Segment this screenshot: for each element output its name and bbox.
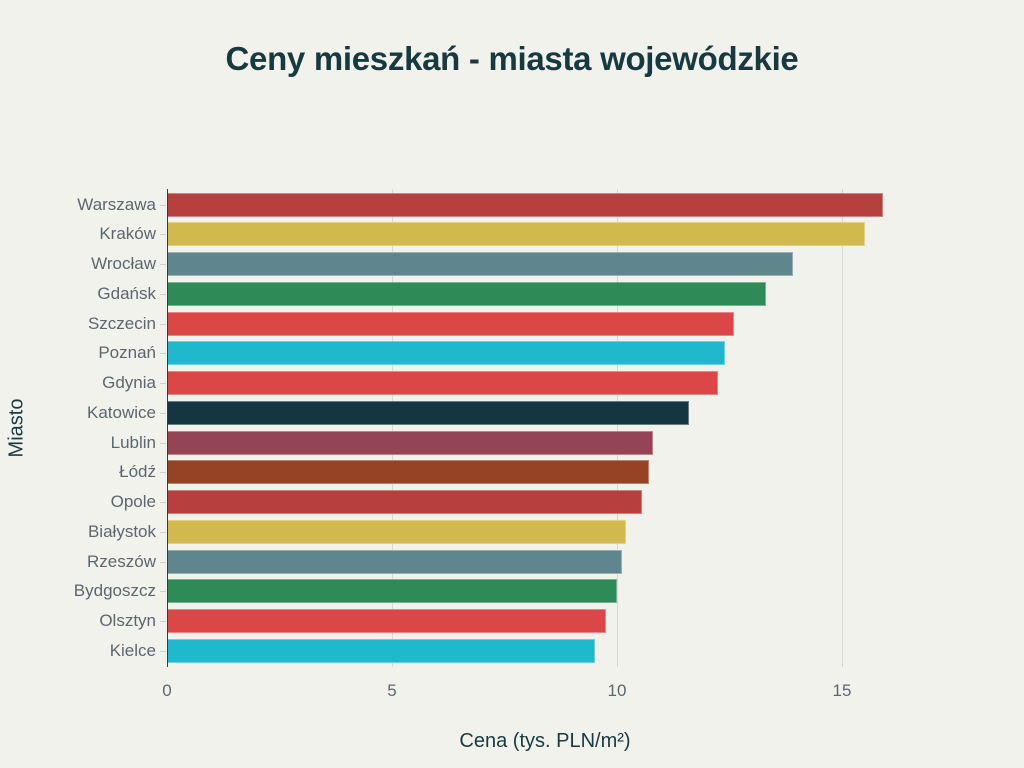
y-tick-mark <box>160 412 166 414</box>
x-tick-label: 5 <box>387 681 397 700</box>
y-tick-label: Białystok <box>87 521 156 541</box>
x-tick-label: 10 <box>607 681 627 700</box>
y-tick-mark <box>160 353 166 355</box>
y-tick-label: Szczecin <box>87 313 156 333</box>
bar-rzeszów[interactable] <box>167 549 622 574</box>
y-tick-label: Rzeszów <box>87 551 156 571</box>
y-tick-label: Opole <box>110 492 156 511</box>
y-tick-mark <box>160 234 166 236</box>
y-tick-mark <box>160 472 166 474</box>
gridline <box>392 189 393 667</box>
y-tick-mark <box>160 293 166 295</box>
y-tick-mark <box>160 264 166 265</box>
y-tick-mark <box>160 383 166 384</box>
y-axis-line <box>167 189 168 667</box>
y-tick-label: Kielce <box>109 640 156 660</box>
y-tick-mark <box>160 502 166 503</box>
bar-białystok[interactable] <box>167 519 626 544</box>
bar-gdańsk[interactable] <box>167 281 766 306</box>
bar-opole[interactable] <box>167 490 642 514</box>
y-tick-mark <box>160 204 166 206</box>
y-tick-mark <box>160 591 166 593</box>
y-tick-mark <box>160 442 166 444</box>
gridline <box>842 189 843 667</box>
bar-lublin[interactable] <box>167 430 653 455</box>
bar-szczecin[interactable] <box>167 311 734 336</box>
y-tick-mark <box>160 531 166 533</box>
y-tick-mark <box>160 323 166 325</box>
y-tick-label: Łódź <box>119 462 156 482</box>
bar-kielce[interactable] <box>167 638 595 663</box>
bar-bydgoszcz[interactable] <box>167 579 617 604</box>
bar-olsztyn[interactable] <box>167 609 606 633</box>
plot-area <box>167 189 932 667</box>
bar-wrocław[interactable] <box>167 252 793 276</box>
y-tick-label: Gdynia <box>102 373 156 392</box>
y-tick-label: Olsztyn <box>99 611 156 630</box>
bar-łódź[interactable] <box>167 460 649 485</box>
y-tick-mark <box>160 650 166 652</box>
x-tick-label: 15 <box>832 681 852 700</box>
x-tick-label: 0 <box>162 681 172 700</box>
y-tick-label: Lublin <box>110 432 156 452</box>
y-tick-mark <box>160 561 166 563</box>
y-tick-label: Warszawa <box>77 194 156 214</box>
y-tick-label: Bydgoszcz <box>73 581 156 601</box>
bar-gdynia[interactable] <box>167 371 719 395</box>
gridline <box>617 189 618 667</box>
bar-warszawa[interactable] <box>167 192 883 217</box>
chart-title: Ceny mieszkań - miasta wojewódzkie <box>225 40 799 77</box>
y-tick-label: Katowice <box>87 402 156 422</box>
y-axis-title: Miasto <box>5 398 28 458</box>
y-tick-label: Gdańsk <box>97 283 156 303</box>
y-tick-label: Poznań <box>98 343 156 363</box>
bar-katowice[interactable] <box>167 400 689 425</box>
x-axis-title: Cena (tys. PLN/m²) <box>459 730 631 752</box>
y-tick-label: Wrocław <box>91 254 156 273</box>
bar-poznań[interactable] <box>167 341 725 366</box>
bar-kraków[interactable] <box>167 222 865 247</box>
y-tick-mark <box>160 621 166 622</box>
y-tick-label: Kraków <box>99 224 156 244</box>
